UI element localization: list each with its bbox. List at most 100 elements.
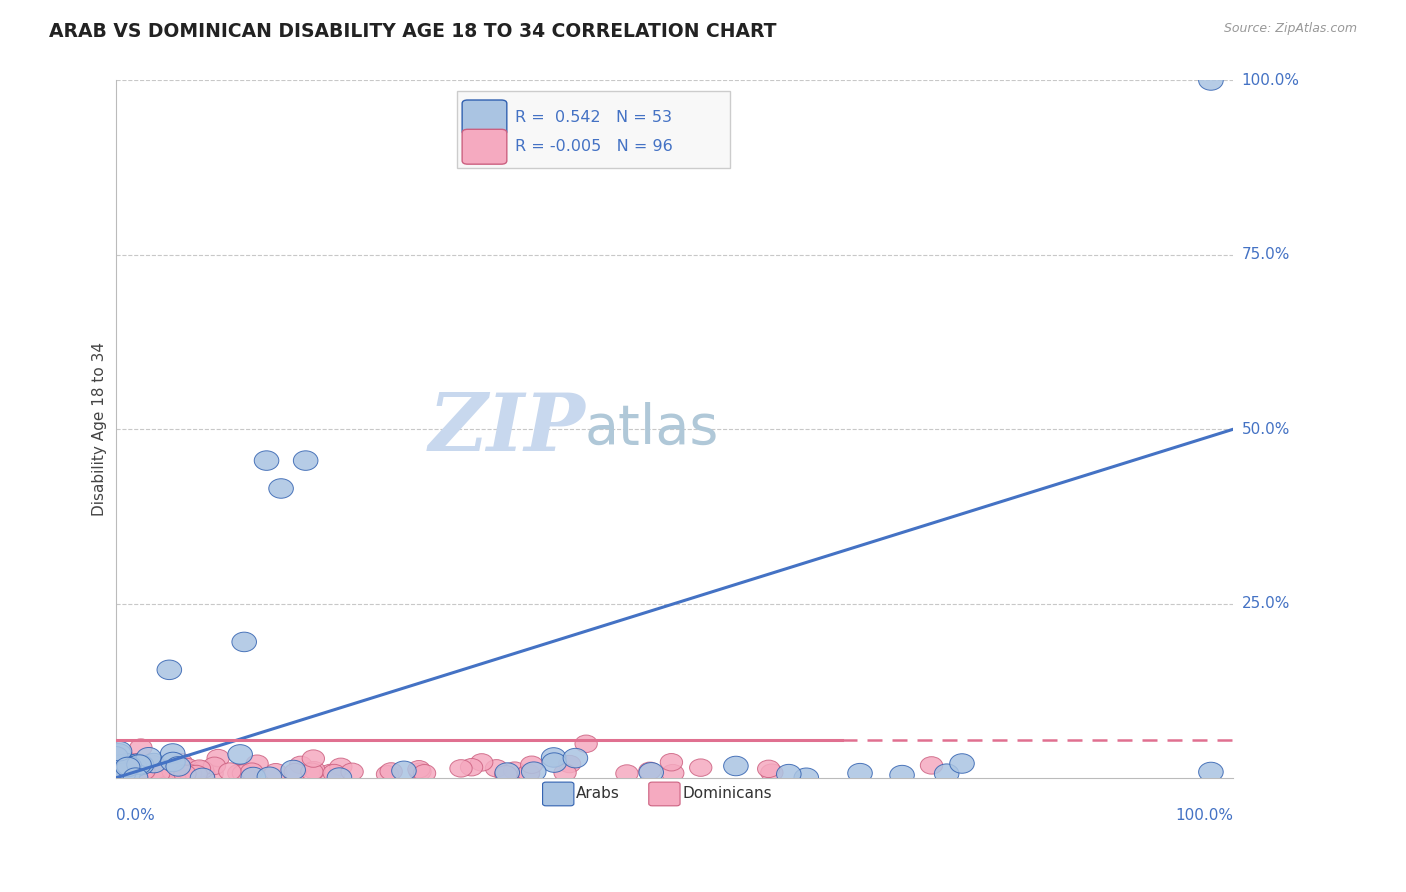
Ellipse shape <box>848 764 872 783</box>
Ellipse shape <box>142 756 163 772</box>
Ellipse shape <box>129 739 152 756</box>
Ellipse shape <box>105 764 128 782</box>
Ellipse shape <box>890 765 914 785</box>
Ellipse shape <box>173 761 194 778</box>
Ellipse shape <box>162 763 184 780</box>
Text: 50.0%: 50.0% <box>1241 422 1289 437</box>
Ellipse shape <box>294 450 318 470</box>
Ellipse shape <box>114 754 139 773</box>
Ellipse shape <box>949 754 974 773</box>
Ellipse shape <box>207 749 229 767</box>
Ellipse shape <box>104 762 127 779</box>
Ellipse shape <box>281 760 305 780</box>
Ellipse shape <box>107 762 131 781</box>
Ellipse shape <box>148 759 170 776</box>
Ellipse shape <box>689 759 711 776</box>
Text: R =  0.542   N = 53: R = 0.542 N = 53 <box>515 110 672 125</box>
Ellipse shape <box>155 760 177 778</box>
Ellipse shape <box>302 762 325 779</box>
Ellipse shape <box>638 763 664 782</box>
Ellipse shape <box>115 764 141 784</box>
Ellipse shape <box>142 760 165 778</box>
Ellipse shape <box>107 758 129 776</box>
Y-axis label: Disability Age 18 to 34: Disability Age 18 to 34 <box>93 343 107 516</box>
Ellipse shape <box>301 763 323 780</box>
Ellipse shape <box>122 764 145 781</box>
Ellipse shape <box>661 754 682 771</box>
Ellipse shape <box>240 767 266 787</box>
Ellipse shape <box>107 765 132 785</box>
Ellipse shape <box>517 764 540 781</box>
Ellipse shape <box>111 761 134 778</box>
Ellipse shape <box>186 765 207 782</box>
Ellipse shape <box>1199 70 1223 90</box>
Ellipse shape <box>110 764 132 780</box>
Ellipse shape <box>124 768 148 788</box>
Ellipse shape <box>240 763 263 780</box>
Ellipse shape <box>201 764 224 782</box>
Ellipse shape <box>127 755 152 774</box>
Ellipse shape <box>107 741 132 761</box>
Ellipse shape <box>302 750 325 767</box>
FancyBboxPatch shape <box>457 91 730 168</box>
Ellipse shape <box>254 450 278 470</box>
Text: 0.0%: 0.0% <box>115 808 155 823</box>
Text: ZIP: ZIP <box>429 391 585 468</box>
Ellipse shape <box>193 764 215 782</box>
Ellipse shape <box>141 755 163 772</box>
Ellipse shape <box>105 767 129 787</box>
Ellipse shape <box>141 762 163 779</box>
Ellipse shape <box>328 768 352 788</box>
Ellipse shape <box>562 748 588 768</box>
Text: 100.0%: 100.0% <box>1241 73 1299 88</box>
Ellipse shape <box>148 765 170 782</box>
Ellipse shape <box>111 764 136 782</box>
Ellipse shape <box>495 763 520 782</box>
Ellipse shape <box>264 764 287 780</box>
Ellipse shape <box>471 754 494 771</box>
Ellipse shape <box>115 757 141 777</box>
Ellipse shape <box>174 765 197 782</box>
Ellipse shape <box>110 766 135 786</box>
Ellipse shape <box>794 768 818 788</box>
Ellipse shape <box>121 757 143 775</box>
Ellipse shape <box>117 756 142 776</box>
Ellipse shape <box>724 756 748 776</box>
Text: R = -0.005   N = 96: R = -0.005 N = 96 <box>515 139 672 154</box>
Ellipse shape <box>180 764 201 782</box>
Ellipse shape <box>485 760 508 777</box>
Ellipse shape <box>460 758 482 776</box>
Ellipse shape <box>554 764 576 781</box>
Ellipse shape <box>409 763 432 780</box>
Ellipse shape <box>377 765 399 783</box>
Ellipse shape <box>104 756 127 773</box>
Ellipse shape <box>638 762 661 780</box>
Ellipse shape <box>408 761 430 778</box>
Ellipse shape <box>662 764 683 782</box>
Ellipse shape <box>761 764 783 781</box>
Ellipse shape <box>329 758 352 775</box>
Ellipse shape <box>170 754 193 771</box>
Ellipse shape <box>129 756 153 775</box>
Text: Arabs: Arabs <box>576 787 620 802</box>
Ellipse shape <box>204 757 225 774</box>
Ellipse shape <box>380 763 402 780</box>
FancyBboxPatch shape <box>543 782 574 805</box>
FancyBboxPatch shape <box>463 129 506 164</box>
Ellipse shape <box>190 768 215 788</box>
Ellipse shape <box>172 764 194 782</box>
Ellipse shape <box>232 764 254 782</box>
Ellipse shape <box>269 479 294 499</box>
Ellipse shape <box>108 751 131 768</box>
Ellipse shape <box>104 747 128 766</box>
Ellipse shape <box>125 754 149 773</box>
Ellipse shape <box>136 747 162 767</box>
Text: Dominicans: Dominicans <box>682 787 772 802</box>
Ellipse shape <box>413 764 436 782</box>
Ellipse shape <box>541 753 567 772</box>
Ellipse shape <box>105 758 129 778</box>
Ellipse shape <box>108 755 134 774</box>
FancyBboxPatch shape <box>463 100 506 135</box>
Ellipse shape <box>160 744 186 764</box>
Ellipse shape <box>157 660 181 680</box>
